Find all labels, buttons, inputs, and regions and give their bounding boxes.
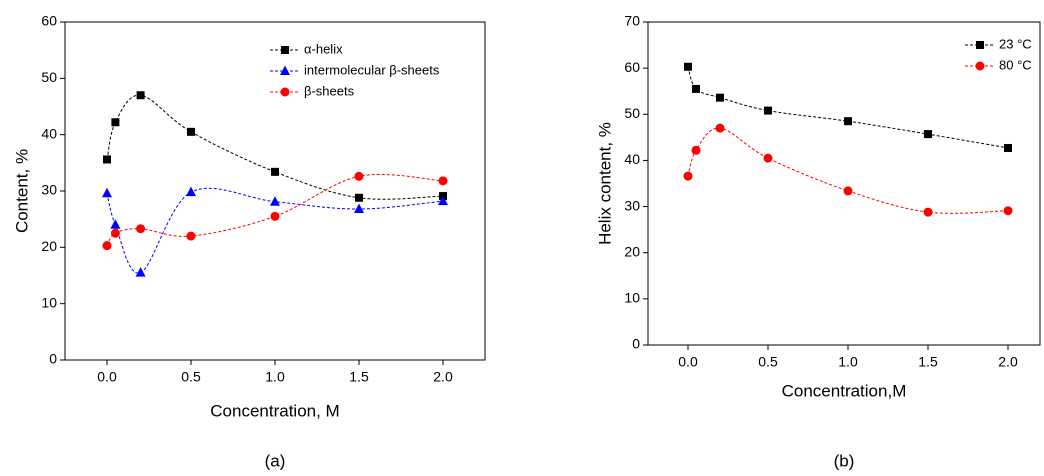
y-tick-label: 0	[49, 351, 57, 367]
fit-line	[687, 66, 1009, 149]
marker-square	[136, 91, 145, 100]
fit-line	[106, 94, 444, 200]
marker-circle	[923, 207, 933, 217]
marker-circle	[136, 224, 146, 234]
marker-square	[187, 127, 195, 136]
marker-triangle	[110, 219, 121, 229]
legend-marker	[976, 41, 984, 49]
marker-circle	[438, 176, 448, 186]
marker-triangle	[135, 267, 146, 277]
legend-marker	[281, 46, 289, 54]
legend-label: β-sheets	[304, 83, 355, 98]
marker-triangle	[270, 196, 280, 206]
x-tick-label: 1.5	[918, 354, 938, 370]
y-axis-title: Content, %	[12, 149, 31, 233]
marker-circle	[691, 145, 701, 155]
marker-circle	[102, 241, 112, 251]
x-tick-label: 2.0	[998, 354, 1018, 370]
y-tick-label: 70	[624, 13, 640, 29]
marker-triangle	[186, 186, 196, 197]
marker-square	[111, 118, 120, 127]
marker-square	[355, 193, 363, 202]
marker-triangle	[102, 187, 112, 198]
x-tick-label: 1.0	[265, 369, 285, 385]
marker-circle	[715, 123, 725, 133]
y-tick-label: 0	[632, 336, 640, 352]
legend-label: intermolecular β-sheets	[304, 62, 440, 77]
legend-marker	[280, 65, 290, 75]
x-tick-label: 0.5	[758, 354, 778, 370]
marker-circle	[270, 211, 280, 221]
x-tick-label: 0.0	[678, 354, 698, 370]
y-tick-label: 40	[624, 151, 640, 167]
marker-square	[692, 84, 700, 93]
plot-frame	[647, 21, 1041, 346]
marker-square	[716, 93, 724, 102]
y-tick-label: 40	[41, 125, 57, 141]
marker-circle	[186, 231, 196, 241]
marker-square	[764, 106, 772, 115]
fit-line	[106, 173, 444, 246]
x-tick-label: 1.5	[349, 369, 369, 385]
y-tick-label: 20	[624, 243, 640, 259]
caption: (a)	[265, 451, 286, 470]
x-tick-label: 2.0	[433, 369, 453, 385]
legend-label: 80 °C	[999, 57, 1032, 72]
x-tick-label: 1.0	[838, 354, 858, 370]
marker-square	[1004, 143, 1012, 152]
y-tick-label: 60	[41, 13, 57, 29]
y-tick-label: 60	[624, 59, 640, 75]
y-tick-label: 30	[624, 197, 640, 213]
caption: (b)	[834, 451, 855, 470]
marker-triangle	[438, 195, 448, 206]
y-tick-label: 20	[41, 238, 57, 254]
y-tick-label: 50	[624, 105, 640, 121]
marker-circle	[110, 228, 120, 238]
y-tick-label: 30	[41, 182, 57, 198]
marker-square	[103, 155, 111, 164]
x-axis-title: Concentration,M	[782, 381, 907, 400]
x-tick-label: 0.0	[97, 369, 117, 385]
marker-circle	[763, 153, 773, 163]
x-axis-title: Concentration, M	[210, 401, 339, 420]
marker-square	[924, 130, 932, 139]
marker-square	[271, 167, 279, 176]
legend-marker	[975, 61, 985, 71]
marker-square	[684, 62, 692, 71]
y-axis-title: Helix content, %	[595, 122, 614, 245]
fit-line	[687, 127, 1009, 214]
y-tick-label: 50	[41, 69, 57, 85]
y-tick-label: 10	[41, 294, 57, 310]
y-tick-label: 10	[624, 290, 640, 306]
marker-circle	[843, 186, 853, 196]
marker-square	[844, 117, 852, 126]
marker-circle	[1003, 206, 1013, 216]
marker-circle	[683, 171, 693, 181]
marker-circle	[354, 171, 364, 181]
legend-label: 23 °C	[999, 36, 1032, 51]
x-tick-label: 0.5	[181, 369, 201, 385]
marker-triangle	[354, 203, 364, 214]
legend-label: α-helix	[304, 41, 343, 56]
legend-marker	[280, 87, 290, 97]
